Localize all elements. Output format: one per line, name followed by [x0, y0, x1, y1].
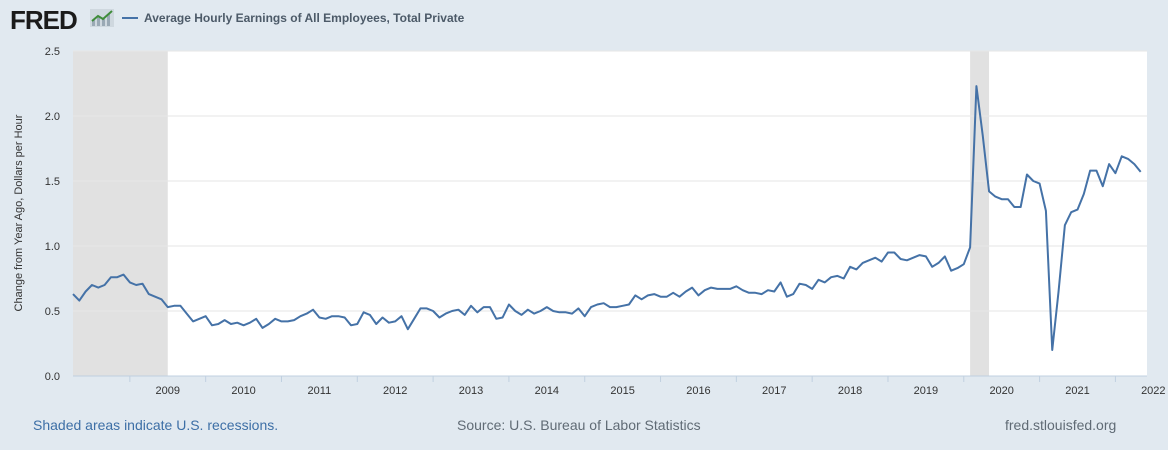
- source-text: Source: U.S. Bureau of Labor Statistics: [457, 417, 701, 433]
- x-tick-label: 2009: [156, 385, 180, 397]
- y-axis-label: Change from Year Ago, Dollars per Hour: [13, 114, 25, 311]
- x-tick-label: 2014: [535, 385, 559, 397]
- x-tick-label: 2012: [383, 385, 407, 397]
- x-tick-label: 2013: [459, 385, 483, 397]
- legend-swatch: [122, 17, 138, 19]
- x-axis: 2009 2010 2011 2012 2013 2014 2015 2016 2017 2018…: [73, 375, 1166, 397]
- y-axis: 0.0 0.5 1.0 1.5 2.0 2.5: [45, 46, 60, 383]
- x-tick-label: 2021: [1065, 385, 1089, 397]
- y-tick-label: 0.0: [45, 371, 60, 383]
- x-tick-label: 2019: [914, 385, 938, 397]
- x-tick-label: 2020: [989, 385, 1013, 397]
- y-tick-label: 2.5: [45, 46, 60, 58]
- x-tick-label: 2022: [1141, 385, 1165, 397]
- series-layer: [72, 85, 1142, 351]
- site-link[interactable]: fred.stlouisfed.org: [1005, 417, 1117, 433]
- x-tick-label: 2011: [308, 385, 332, 397]
- x-tick-label: 2010: [231, 385, 255, 397]
- recession-shading: [73, 51, 990, 376]
- x-tick-label: 2018: [838, 385, 862, 397]
- recession-band-1: [73, 51, 168, 376]
- series-line-1[interactable]: [72, 85, 1142, 351]
- chart-legend[interactable]: Average Hourly Earnings of All Employees…: [122, 11, 464, 25]
- trend-line-icon: [90, 9, 114, 27]
- gridlines: [73, 50, 1147, 312]
- y-tick-label: 0.5: [45, 306, 60, 318]
- legend-label: Average Hourly Earnings of All Employees…: [144, 11, 465, 25]
- y-tick-label: 1.0: [45, 241, 60, 253]
- y-tick-label: 1.5: [45, 176, 60, 188]
- fred-logo[interactable]: FRED: [10, 5, 78, 35]
- x-tick-label: 2016: [686, 385, 710, 397]
- x-tick-label: 2015: [610, 385, 634, 397]
- x-tick-label: 2017: [762, 385, 786, 397]
- recession-band-2: [970, 51, 990, 376]
- y-tick-label: 2.0: [45, 111, 60, 123]
- recession-note-link[interactable]: Shaded areas indicate U.S. recessions.: [33, 417, 279, 433]
